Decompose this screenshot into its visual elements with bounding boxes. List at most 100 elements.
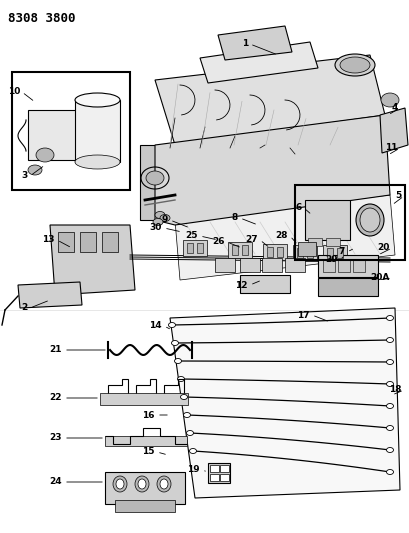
Ellipse shape [386, 337, 393, 343]
Ellipse shape [28, 165, 42, 175]
Ellipse shape [386, 425, 393, 431]
Bar [187, 243, 193, 253]
Bar [306, 248, 312, 258]
Ellipse shape [386, 359, 393, 365]
Bar [75, 100, 120, 162]
Bar [220, 474, 229, 481]
Text: 11: 11 [384, 143, 397, 152]
Text: 25: 25 [185, 231, 198, 240]
Ellipse shape [386, 403, 393, 408]
Bar [214, 258, 234, 272]
Text: 5: 5 [395, 191, 401, 200]
Ellipse shape [180, 394, 187, 400]
Bar [284, 258, 304, 272]
Bar [294, 185, 404, 260]
Bar [105, 472, 184, 504]
Ellipse shape [36, 148, 54, 162]
Bar [326, 248, 332, 258]
Ellipse shape [135, 476, 148, 492]
Bar [100, 393, 188, 405]
Bar [239, 258, 259, 272]
Bar [12, 72, 130, 190]
Text: 9: 9 [161, 215, 168, 224]
Polygon shape [18, 282, 82, 308]
Polygon shape [50, 225, 135, 295]
Bar [276, 247, 282, 257]
Polygon shape [379, 108, 407, 153]
Ellipse shape [189, 448, 196, 454]
Text: 21: 21 [49, 345, 62, 354]
Polygon shape [175, 195, 394, 280]
Text: 27: 27 [245, 236, 257, 245]
Ellipse shape [183, 413, 190, 417]
Text: 6: 6 [295, 204, 301, 213]
Ellipse shape [174, 359, 181, 364]
Bar [266, 247, 272, 257]
Bar [231, 245, 237, 255]
Text: 20A: 20A [370, 273, 389, 282]
Bar [207, 463, 229, 483]
Bar [209, 465, 218, 472]
Ellipse shape [75, 155, 120, 169]
Ellipse shape [168, 322, 175, 327]
Polygon shape [218, 26, 291, 60]
Ellipse shape [160, 479, 168, 489]
Ellipse shape [75, 93, 120, 107]
Text: 8308 3800: 8308 3800 [8, 12, 75, 25]
Bar [322, 260, 334, 272]
Bar [220, 465, 229, 472]
Bar [80, 232, 96, 252]
Text: 26: 26 [212, 238, 225, 246]
Bar [239, 275, 289, 293]
Text: 18: 18 [389, 385, 401, 394]
Polygon shape [139, 145, 175, 220]
Ellipse shape [359, 208, 379, 232]
Ellipse shape [113, 476, 127, 492]
Text: 19: 19 [187, 465, 200, 474]
Bar [262, 244, 286, 260]
Bar [336, 248, 342, 258]
Text: 29: 29 [325, 255, 337, 264]
Ellipse shape [153, 219, 163, 225]
Bar [322, 245, 346, 261]
Bar [58, 232, 74, 252]
Text: 10: 10 [8, 87, 20, 96]
Ellipse shape [386, 382, 393, 386]
Bar [115, 500, 175, 512]
Polygon shape [155, 115, 389, 225]
Ellipse shape [386, 316, 393, 320]
Ellipse shape [355, 204, 383, 236]
Text: 2: 2 [22, 303, 28, 312]
Text: 24: 24 [49, 478, 62, 487]
Bar [307, 238, 321, 246]
Text: 14: 14 [149, 321, 162, 330]
Bar [209, 474, 218, 481]
Bar [352, 260, 364, 272]
Ellipse shape [386, 448, 393, 453]
Text: 17: 17 [297, 311, 309, 319]
Bar [182, 240, 207, 256]
Ellipse shape [138, 479, 146, 489]
Polygon shape [155, 55, 384, 145]
Text: 23: 23 [49, 433, 62, 442]
Text: 15: 15 [142, 448, 155, 456]
Bar [227, 242, 252, 258]
Bar [304, 200, 349, 240]
Text: 30: 30 [149, 223, 162, 232]
Ellipse shape [155, 212, 164, 219]
Text: 8: 8 [231, 214, 237, 222]
Text: 28: 28 [275, 231, 287, 240]
Bar [297, 242, 315, 256]
Ellipse shape [146, 171, 164, 185]
Text: 7: 7 [338, 247, 344, 256]
Text: 16: 16 [142, 410, 155, 419]
Ellipse shape [160, 214, 170, 222]
Ellipse shape [386, 470, 393, 474]
Bar [292, 245, 316, 261]
Bar [102, 232, 118, 252]
Polygon shape [170, 308, 399, 498]
Text: 12: 12 [235, 280, 247, 289]
Bar [337, 260, 349, 272]
Text: 3: 3 [22, 172, 28, 181]
Text: 22: 22 [49, 393, 62, 402]
